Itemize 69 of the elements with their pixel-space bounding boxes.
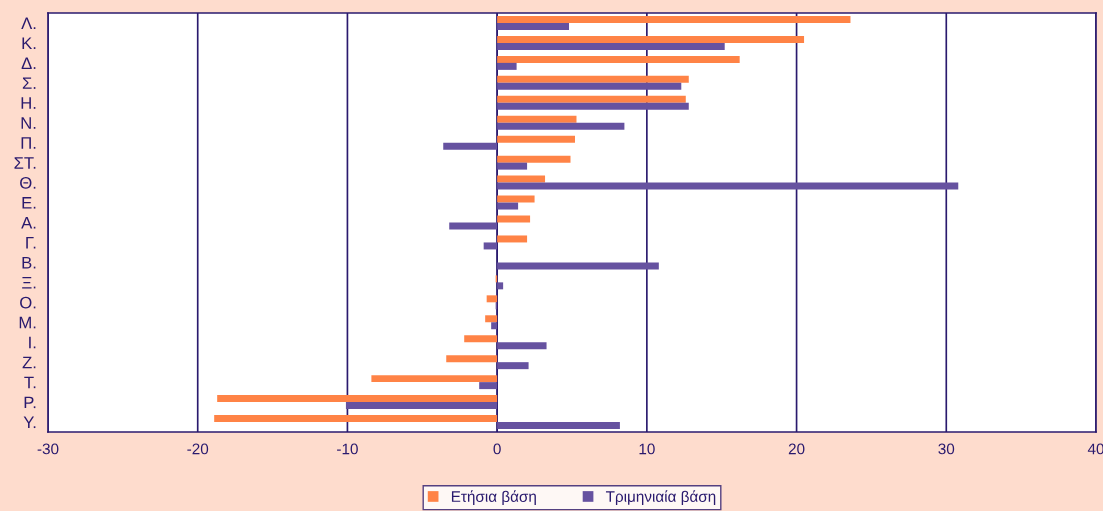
bar <box>446 355 498 363</box>
bar <box>497 362 529 370</box>
y-tick-label: Τ. <box>24 376 36 389</box>
bar <box>497 162 528 170</box>
y-tick-label: Μ. <box>19 316 36 329</box>
y-tick-label: Α. <box>21 217 36 229</box>
legend-label: Τριμηνιαία βάση <box>605 490 716 505</box>
bar <box>464 335 498 343</box>
bar <box>497 35 805 43</box>
y-tick-label: Ι. <box>29 336 36 349</box>
bar <box>497 115 577 123</box>
bar <box>497 102 689 110</box>
y-tick-label: Σ. <box>22 77 36 89</box>
y-tick-label: Η. <box>21 97 36 109</box>
y-tick-label: Υ. <box>23 416 36 429</box>
y-tick-label: Ο. <box>20 296 36 309</box>
bar <box>497 155 571 163</box>
bar <box>497 182 959 190</box>
x-tick-label: 40 <box>1087 443 1103 455</box>
bar <box>443 142 498 150</box>
y-tick-label: Θ. <box>20 177 36 189</box>
y-tick-label: Ρ. <box>24 396 36 409</box>
x-tick-label: 10 <box>639 443 655 455</box>
x-tick-label: -30 <box>37 443 59 455</box>
bar <box>217 395 498 403</box>
bar <box>486 295 498 303</box>
y-tick-label: ΣΤ. <box>14 157 36 169</box>
bar <box>497 82 682 90</box>
bar <box>479 382 498 390</box>
bar <box>497 15 851 23</box>
bar <box>497 22 570 30</box>
legend-label: Ετήσια βάση <box>451 490 536 505</box>
y-tick-label: Β. <box>22 256 36 269</box>
x-tick-label: 30 <box>938 443 955 455</box>
bar <box>491 322 498 330</box>
y-tick-label: Ε. <box>22 197 36 209</box>
bar <box>497 75 689 83</box>
bar <box>483 242 498 250</box>
y-tick-label: Ζ. <box>22 356 36 369</box>
y-tick-label: Δ. <box>21 57 36 69</box>
y-tick-label: Γ. <box>26 237 36 249</box>
y-tick-label: Ξ. <box>22 276 36 289</box>
y-tick-label: Λ. <box>21 17 36 30</box>
y-tick-label: Ν. <box>21 117 36 129</box>
bar <box>371 375 498 383</box>
bar <box>485 315 498 323</box>
bar <box>214 415 498 423</box>
bar <box>497 175 546 183</box>
bar <box>497 95 686 103</box>
bar <box>345 402 498 410</box>
bar <box>497 262 659 270</box>
bar <box>497 235 528 243</box>
bar <box>449 222 498 230</box>
bar <box>497 122 625 130</box>
y-tick-label: Π. <box>21 137 36 149</box>
bar <box>497 422 620 430</box>
x-tick-label: -20 <box>187 443 209 455</box>
bar <box>497 282 504 290</box>
x-tick-label: 20 <box>788 443 805 455</box>
x-tick-label: 0 <box>493 443 501 455</box>
bar <box>497 62 517 70</box>
bar <box>497 42 725 50</box>
bar <box>497 55 740 63</box>
x-tick-label: -10 <box>337 443 358 455</box>
bar <box>497 135 575 143</box>
bar <box>497 202 519 210</box>
bar <box>497 342 547 350</box>
y-tick-label: Κ. <box>22 37 36 49</box>
bar <box>497 195 535 203</box>
